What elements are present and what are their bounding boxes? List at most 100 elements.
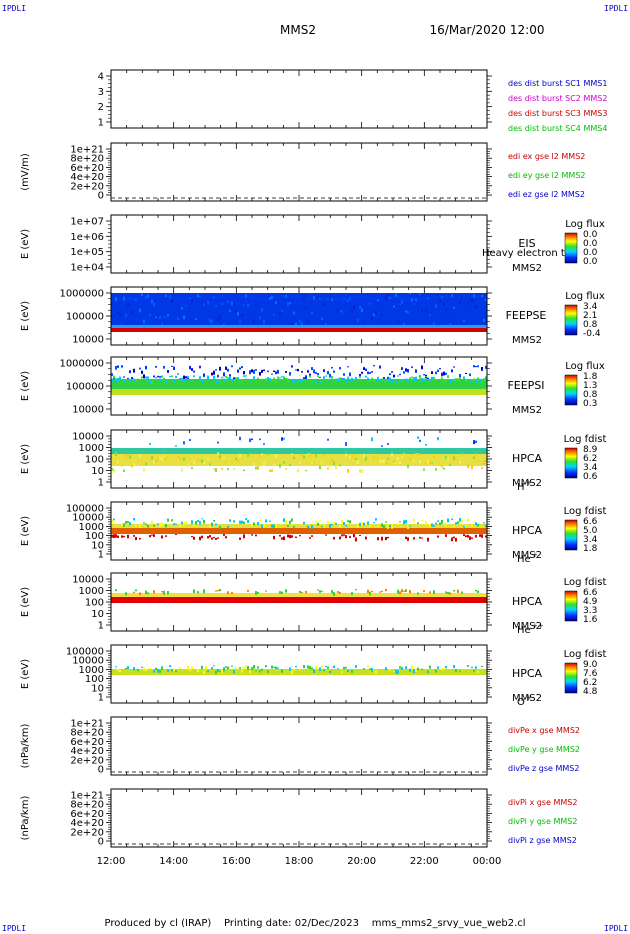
spectro-pixel [387, 536, 389, 539]
spectro-pixel [349, 520, 351, 524]
spectro-pixel [165, 535, 167, 537]
spectro-pixel [209, 535, 211, 538]
spectro-pixel [145, 376, 147, 379]
spectro-pixel [379, 365, 381, 369]
spectro-pixel [129, 370, 131, 374]
spectro-pixel [155, 365, 157, 368]
spectro-pixel [145, 365, 147, 370]
legend-entry: edi ex gse l2 MMS2 [508, 152, 585, 161]
spectro-pixel [279, 591, 281, 594]
colorbar-tick-label: -0.4 [583, 329, 601, 339]
corner-label-top-right: IPDLI [604, 4, 629, 13]
spectro-pixel [297, 368, 299, 372]
y-axis-label: E (eV) [20, 229, 31, 259]
spectro-pixel [147, 294, 149, 298]
y-tick-label: 8e+20 [70, 800, 104, 811]
instrument-label: EIS [518, 237, 535, 250]
spectro-pixel [137, 460, 139, 463]
spectro-pixel [387, 525, 389, 529]
spectro-pixel [213, 536, 215, 539]
spectro-band [111, 328, 487, 332]
instrument-label: MMS2 [512, 621, 542, 632]
spectro-pixel [127, 534, 129, 539]
spectro-pixel [187, 376, 189, 378]
spectro-pixel [353, 378, 355, 380]
spectro-pixel [295, 666, 297, 668]
spectro-pixel [261, 453, 263, 456]
spectro-pixel [299, 461, 301, 464]
spectro-pixel [295, 369, 297, 371]
spectro-pixel [237, 459, 239, 462]
spectro-pixel [255, 591, 257, 595]
spectro-pixel [229, 309, 231, 312]
spectro-pixel [339, 464, 341, 467]
spectro-pixel [429, 314, 431, 317]
colorbar-tick-label: 3.4 [583, 463, 598, 473]
spectro-pixel [393, 374, 395, 378]
spectro-pixel [351, 456, 353, 459]
spectro-pixel [409, 668, 411, 672]
spectro-pixel [355, 589, 357, 591]
legend-entry: des dist burst SC3 MMS3 [508, 109, 607, 118]
spectro-pixel [419, 376, 421, 379]
spectro-pixel [329, 297, 331, 300]
spectro-pixel [113, 534, 115, 539]
spectro-pixel [465, 295, 467, 297]
spectro-pixel [143, 374, 145, 379]
spectro-pixel [255, 303, 257, 306]
spectro-pixel [281, 309, 283, 312]
spectro-pixel [261, 307, 263, 312]
spectro-pixel [227, 666, 229, 670]
spectro-pixel [395, 669, 397, 674]
spectro-pixel [427, 537, 429, 542]
spectro-pixel [245, 665, 247, 669]
spectro-pixel [395, 293, 397, 297]
spectro-pixel [443, 668, 445, 670]
spectro-pixel [133, 463, 135, 466]
spectro-pixel [213, 467, 215, 471]
spectro-pixel [371, 590, 373, 593]
spectro-pixel [467, 302, 469, 305]
spectro-pixel [363, 668, 365, 670]
spectro-pixel [441, 377, 443, 380]
y-tick-label: 4e+20 [70, 172, 104, 183]
spectro-pixel [157, 375, 159, 378]
spectro-pixel [177, 373, 179, 375]
spectro-pixel [415, 668, 417, 672]
instrument-label: HPCA [512, 452, 543, 465]
spectro-pixel [215, 523, 217, 526]
spectro-pixel [135, 298, 137, 302]
spectro-pixel [141, 293, 143, 297]
spectro-pixel [441, 372, 443, 377]
y-tick-label: 1000 [79, 443, 104, 454]
spectro-pixel [467, 379, 469, 382]
spectro-pixel [477, 365, 479, 368]
spectro-pixel [301, 371, 303, 373]
spectro-pixel [139, 537, 141, 540]
spectro-pixel [461, 452, 463, 455]
corner-label-bottom-left: IPDLI [2, 924, 27, 933]
instrument-label: FEEPSI [507, 379, 544, 392]
y-tick-label: 1 [98, 550, 104, 561]
spectro-pixel [259, 519, 261, 522]
spectro-pixel [447, 375, 449, 379]
spectro-pixel [465, 372, 467, 374]
spectro-pixel [405, 589, 407, 592]
spectro-pixel [307, 453, 309, 455]
spectro-pixel [347, 300, 349, 303]
spectro-pixel [351, 670, 353, 673]
spectro-pixel [347, 376, 349, 380]
spectro-pixel [213, 296, 215, 299]
panel-frame [110, 716, 488, 776]
spectro-pixel [135, 536, 137, 541]
spectro-pixel [331, 524, 333, 526]
spectro-pixel [389, 373, 391, 376]
spectro-pixel [223, 378, 225, 382]
spectro-pixel [127, 521, 129, 524]
spectro-pixel [445, 522, 447, 526]
spectro-pixel [119, 376, 121, 380]
spectro-pixel [349, 372, 351, 377]
spectro-pixel [411, 454, 413, 456]
spectro-pixel [265, 519, 267, 523]
spectro-pixel [233, 380, 235, 382]
